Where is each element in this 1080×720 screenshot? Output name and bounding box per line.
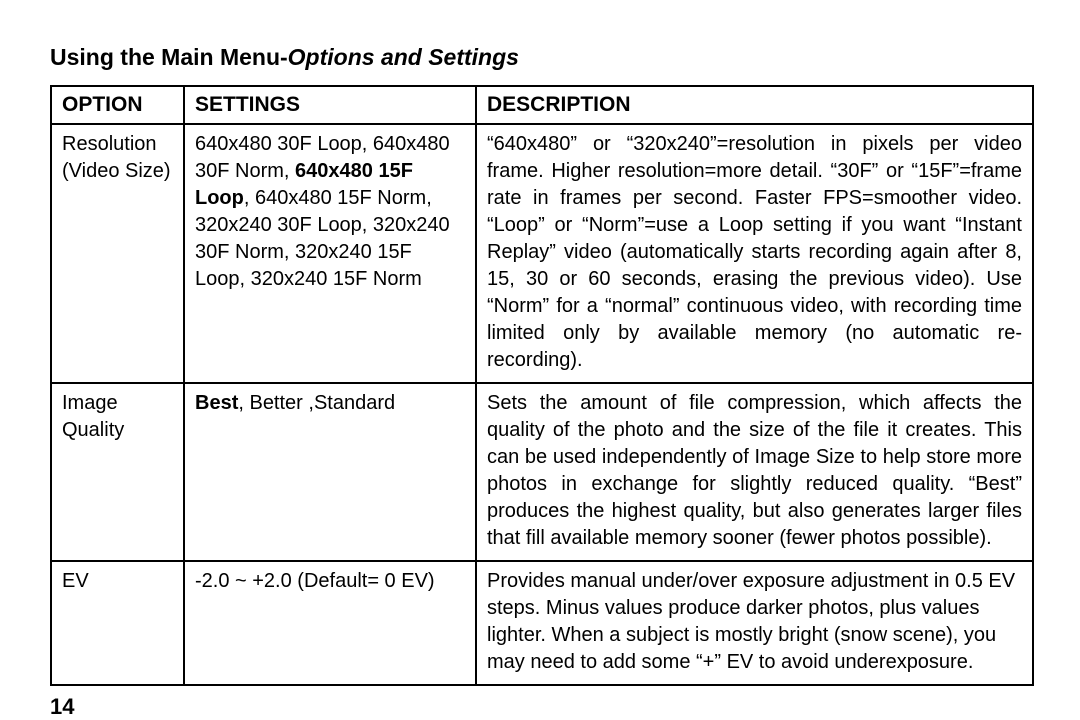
page-title: Using the Main Menu-Options and Settings [50,44,1034,71]
option-text: Resolution [62,133,157,155]
heading-prefix: Using the Main Menu- [50,44,288,70]
cell-option: EV [51,561,184,685]
cell-option: Resolution (Video Size) [51,124,184,383]
cell-settings: -2.0 ~ +2.0 (Default= 0 EV) [184,561,476,685]
option-text: (Video Size) [62,160,171,182]
table-header-row: Option Settings Description [51,86,1033,124]
option-text: Quality [62,419,124,441]
col-description: Description [476,86,1033,124]
heading-italic: Options and Settings [288,44,519,70]
settings-default: Best [195,392,238,414]
manual-page: Using the Main Menu-Options and Settings… [0,0,1080,720]
cell-description: Provides manual under/over exposure adju… [476,561,1033,685]
table-row: Resolution (Video Size) 640x480 30F Loop… [51,124,1033,383]
table-row: EV -2.0 ~ +2.0 (Default= 0 EV) Provides … [51,561,1033,685]
cell-description: Sets the amount of file compression, whi… [476,383,1033,561]
table-row: Image Quality Best, Better ,Standard Set… [51,383,1033,561]
cell-settings: Best, Better ,Standard [184,383,476,561]
page-number: 14 [50,694,1034,720]
settings-text: , Better ,Standard [238,392,395,414]
col-settings: Settings [184,86,476,124]
cell-settings: 640x480 30F Loop, 640x480 30F Norm, 640x… [184,124,476,383]
option-text: Image [62,392,118,414]
cell-option: Image Quality [51,383,184,561]
col-option: Option [51,86,184,124]
options-table: Option Settings Description Resolution (… [50,85,1034,686]
cell-description: “640x480” or “320x240”=resolution in pix… [476,124,1033,383]
